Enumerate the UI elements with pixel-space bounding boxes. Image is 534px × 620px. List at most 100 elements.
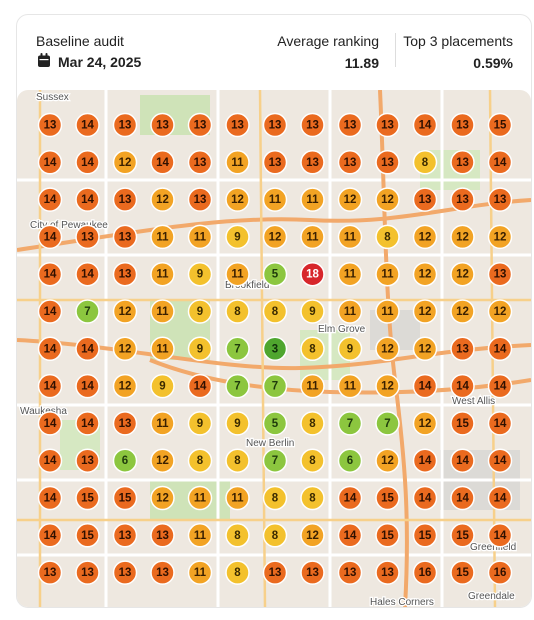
rank-label: 14 bbox=[344, 493, 357, 505]
rank-pin bbox=[375, 523, 400, 548]
rank-pin bbox=[75, 336, 100, 362]
rank-pin bbox=[37, 299, 63, 324]
rank-label: 14 bbox=[44, 455, 57, 467]
rank-label: 13 bbox=[456, 194, 469, 206]
rank-label: 12 bbox=[381, 455, 394, 467]
rank-label: 7 bbox=[84, 306, 90, 318]
rank-pin bbox=[150, 299, 175, 324]
rank-label: 13 bbox=[419, 194, 432, 206]
rank-label: 9 bbox=[159, 381, 165, 393]
rank-label: 8 bbox=[234, 530, 241, 542]
rank-pin bbox=[225, 112, 250, 138]
rank-label: 13 bbox=[156, 567, 169, 579]
rank-pin bbox=[225, 373, 250, 399]
rank-label: 11 bbox=[156, 418, 169, 430]
rank-pin bbox=[487, 485, 513, 511]
rank-pin bbox=[375, 448, 400, 473]
rank-pin bbox=[187, 523, 213, 548]
rank-label: 14 bbox=[419, 455, 432, 467]
rank-pin bbox=[75, 150, 100, 175]
rank-label: 8 bbox=[309, 418, 316, 430]
metric-value: 0.59% bbox=[473, 55, 513, 71]
rank-label: 5 bbox=[272, 418, 279, 430]
rank-pin bbox=[112, 224, 138, 250]
rank-label: 14 bbox=[44, 418, 57, 430]
rank-pin bbox=[487, 299, 513, 324]
rank-label: 13 bbox=[156, 120, 169, 132]
rank-pin bbox=[112, 448, 138, 473]
rank-label: 13 bbox=[306, 120, 319, 132]
rank-pin bbox=[112, 336, 138, 362]
rank-label: 13 bbox=[119, 120, 132, 132]
rank-pin bbox=[225, 224, 250, 250]
rank-pin bbox=[75, 112, 100, 138]
rank-pin bbox=[37, 523, 63, 548]
map-label: Greendale bbox=[468, 591, 515, 602]
rank-pin bbox=[262, 373, 288, 399]
rank-label: 11 bbox=[306, 381, 319, 393]
rank-pin bbox=[487, 411, 513, 436]
rank-label: 15 bbox=[381, 530, 394, 542]
rank-pin bbox=[412, 373, 438, 399]
rank-pin bbox=[337, 299, 363, 324]
rank-label: 12 bbox=[456, 231, 469, 243]
rank-pin bbox=[225, 336, 250, 362]
rank-label: 12 bbox=[419, 306, 432, 318]
rank-label: 11 bbox=[344, 269, 357, 281]
rank-pin bbox=[37, 261, 63, 287]
rank-label: 13 bbox=[456, 157, 469, 169]
rank-pin bbox=[225, 448, 250, 473]
rank-label: 11 bbox=[231, 493, 244, 505]
rank-pin bbox=[187, 261, 213, 287]
rank-pin bbox=[112, 560, 138, 585]
rank-pin bbox=[37, 485, 63, 511]
rank-label: 13 bbox=[494, 269, 507, 281]
rank-pin bbox=[150, 112, 175, 138]
rank-label: 11 bbox=[344, 231, 357, 243]
map-label: Sussex bbox=[36, 92, 69, 103]
rank-label: 13 bbox=[456, 343, 469, 355]
rank-label: 14 bbox=[44, 343, 57, 355]
rank-pin bbox=[300, 523, 325, 548]
rank-pin bbox=[450, 261, 475, 287]
rank-label: 8 bbox=[272, 530, 279, 542]
rank-label: 11 bbox=[344, 306, 357, 318]
rank-pin bbox=[112, 187, 138, 212]
rank-label: 12 bbox=[306, 530, 319, 542]
rank-label: 14 bbox=[81, 269, 94, 281]
rank-pin bbox=[375, 261, 400, 287]
rank-label: 12 bbox=[119, 157, 132, 169]
rank-pin bbox=[337, 112, 363, 138]
rank-pin bbox=[337, 485, 363, 511]
rank-label: 14 bbox=[494, 493, 507, 505]
rank-label: 12 bbox=[419, 269, 432, 281]
rank-label: 11 bbox=[269, 194, 282, 206]
rank-label: 8 bbox=[272, 493, 279, 505]
rank-label: 13 bbox=[81, 455, 94, 467]
rank-label: 7 bbox=[272, 381, 278, 393]
rank-label: 7 bbox=[347, 418, 353, 430]
rank-label: 14 bbox=[44, 269, 57, 281]
rank-label: 15 bbox=[419, 530, 432, 542]
rank-pin bbox=[75, 373, 100, 399]
rank-pin bbox=[412, 485, 438, 511]
rank-label: 14 bbox=[419, 493, 432, 505]
rank-label: 14 bbox=[44, 194, 57, 206]
rank-pin bbox=[150, 448, 175, 473]
rank-pin bbox=[375, 411, 400, 436]
rank-label: 14 bbox=[81, 120, 94, 132]
rank-pin bbox=[412, 187, 438, 212]
rank-pin bbox=[187, 448, 213, 473]
rank-pin bbox=[112, 373, 138, 399]
rank-pin bbox=[112, 261, 138, 287]
divider bbox=[395, 33, 396, 67]
rank-label: 11 bbox=[306, 231, 319, 243]
rank-pin bbox=[450, 187, 475, 212]
rank-label: 11 bbox=[156, 231, 169, 243]
rank-label: 14 bbox=[456, 381, 469, 393]
rank-label: 6 bbox=[347, 455, 353, 467]
metric-label: Top 3 placements bbox=[403, 33, 513, 49]
rank-label: 11 bbox=[194, 567, 207, 579]
rank-pin bbox=[37, 411, 63, 436]
rank-label: 8 bbox=[309, 493, 316, 505]
